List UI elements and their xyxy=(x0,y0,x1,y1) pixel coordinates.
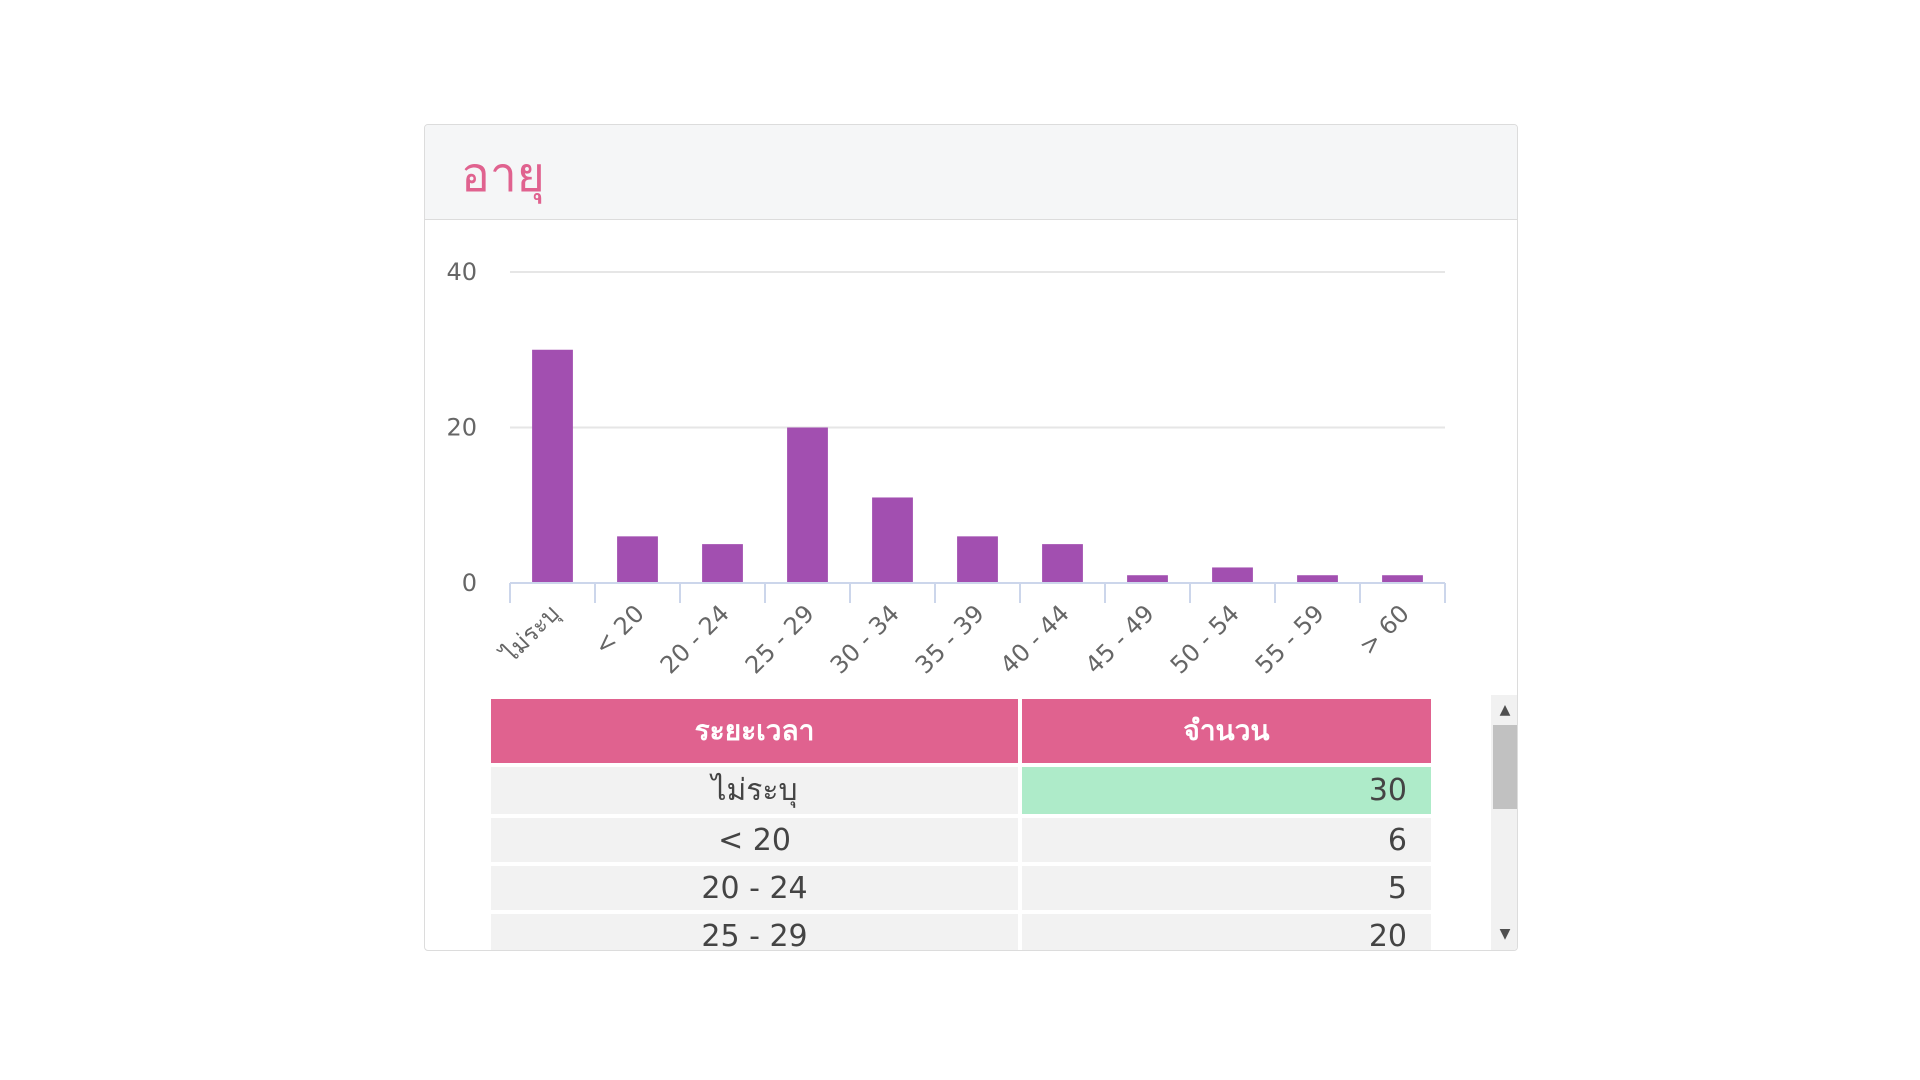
x-tick-label: > 60 xyxy=(1354,599,1415,660)
age-bar-chart: 0 20 40 ไม่ระบุ < 20 20 - 24 25 - 29 30 - 34 35… xyxy=(446,258,1446,679)
cell-count: 6 xyxy=(1022,818,1431,862)
table-row: < 20 6 xyxy=(491,818,1431,862)
data-table-container: ระยะเวลา จำนวน ไม่ระบุ 30 < 20 6 20 - 24… xyxy=(487,695,1473,950)
cell-count: 30 xyxy=(1022,767,1431,814)
x-tick-label: 20 - 24 xyxy=(655,599,735,679)
table-row: 20 - 24 5 xyxy=(491,866,1431,910)
x-tick-label: 25 - 29 xyxy=(740,599,820,679)
grid-lines xyxy=(510,271,1445,429)
data-table: ระยะเวลา จำนวน ไม่ระบุ 30 < 20 6 20 - 24… xyxy=(487,695,1435,950)
table-row: ไม่ระบุ 30 xyxy=(491,767,1431,814)
bar xyxy=(617,536,658,583)
bar xyxy=(787,427,828,583)
y-tick-label: 20 xyxy=(446,414,477,442)
table-header-row: ระยะเวลา จำนวน xyxy=(491,699,1431,763)
bar xyxy=(1297,575,1338,583)
scrollbar-thumb[interactable] xyxy=(1493,725,1517,809)
x-axis-tick-labels: ไม่ระบุ < 20 20 - 24 25 - 29 30 - 34 35 - 39 4… xyxy=(495,599,1415,679)
bar xyxy=(702,544,743,583)
scroll-up-arrow-icon[interactable]: ▲ xyxy=(1499,702,1511,718)
bar xyxy=(872,497,913,583)
table-scrollbar[interactable]: ▲ ▼ xyxy=(1491,695,1517,950)
cell-range: < 20 xyxy=(491,818,1018,862)
y-tick-label: 0 xyxy=(462,569,477,597)
x-tick-label: 50 - 54 xyxy=(1165,599,1245,679)
scroll-down-arrow-icon[interactable]: ▼ xyxy=(1499,926,1511,942)
cell-range: 20 - 24 xyxy=(491,866,1018,910)
x-axis xyxy=(509,582,1446,603)
cell-range: 25 - 29 xyxy=(491,914,1018,950)
bar xyxy=(1382,575,1423,583)
x-tick-label: 35 - 39 xyxy=(910,599,990,679)
age-card: อายุ 0 20 40 ไม่ระบุ < 20 20 - 24 25 - 29 30 -… xyxy=(424,124,1518,951)
cell-range: ไม่ระบุ xyxy=(491,767,1018,814)
bar xyxy=(1127,575,1168,583)
y-axis-ticks: 0 20 40 xyxy=(446,258,477,597)
bar xyxy=(1042,544,1083,583)
cell-count: 20 xyxy=(1022,914,1431,950)
header-count[interactable]: จำนวน xyxy=(1022,699,1431,763)
bar xyxy=(957,536,998,583)
table-row: 25 - 29 20 xyxy=(491,914,1431,950)
bar xyxy=(1212,567,1253,583)
x-tick-label: ไม่ระบุ xyxy=(495,599,566,670)
cell-count: 5 xyxy=(1022,866,1431,910)
x-tick-label: 30 - 34 xyxy=(825,599,905,679)
card-title: อายุ xyxy=(461,147,545,203)
bar xyxy=(532,349,573,583)
x-tick-label: 40 - 44 xyxy=(995,599,1075,679)
y-tick-label: 40 xyxy=(446,258,477,286)
card-header: อายุ xyxy=(425,125,1517,220)
bars xyxy=(532,349,1423,583)
header-range[interactable]: ระยะเวลา xyxy=(491,699,1018,763)
x-tick-label: 45 - 49 xyxy=(1080,599,1160,679)
x-tick-label: 55 - 59 xyxy=(1250,599,1330,679)
x-tick-label: < 20 xyxy=(589,599,650,660)
